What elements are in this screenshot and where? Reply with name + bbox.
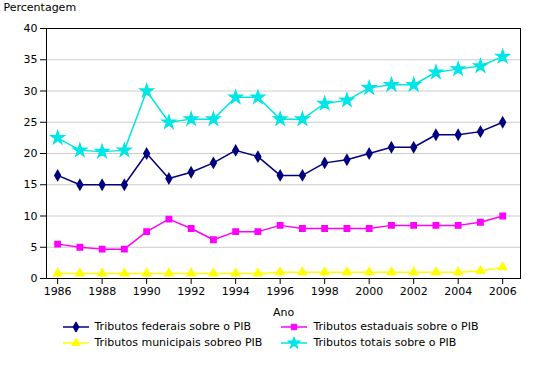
html-text:Tributos totais sobre o PIB: Tributos totais sobre o PIB bbox=[313, 336, 457, 349]
svg-text:1990: 1990 bbox=[133, 285, 161, 298]
html-text:Tributos estaduais sobre o PIB: Tributos estaduais sobre o PIB bbox=[313, 320, 479, 333]
svg-text:Percentagem: Percentagem bbox=[4, 1, 77, 14]
svg-text:1992: 1992 bbox=[177, 285, 205, 298]
svg-text:30: 30 bbox=[24, 85, 38, 98]
svg-text:10: 10 bbox=[24, 210, 38, 223]
svg-text:Ano: Ano bbox=[273, 306, 294, 319]
svg-text:35: 35 bbox=[24, 53, 38, 66]
svg-text:2004: 2004 bbox=[444, 285, 472, 298]
svg-text:25: 25 bbox=[24, 116, 38, 129]
svg-text:5: 5 bbox=[31, 241, 38, 254]
html-text:Tributos municipais sobreo PIB: Tributos municipais sobreo PIB bbox=[94, 336, 263, 349]
svg-text:0: 0 bbox=[31, 272, 38, 285]
svg-text:2002: 2002 bbox=[400, 285, 428, 298]
svg-text:1996: 1996 bbox=[266, 285, 294, 298]
svg-text:20: 20 bbox=[24, 147, 38, 160]
html-text:Tributos federais sobre o PIB: Tributos federais sobre o PIB bbox=[94, 320, 251, 333]
svg-text:2000: 2000 bbox=[355, 285, 383, 298]
svg-text:2006: 2006 bbox=[489, 285, 517, 298]
svg-text:15: 15 bbox=[24, 178, 38, 191]
svg-text:1986: 1986 bbox=[44, 285, 72, 298]
svg-text:1994: 1994 bbox=[222, 285, 250, 298]
svg-text:40: 40 bbox=[24, 22, 38, 35]
svg-text:1998: 1998 bbox=[311, 285, 339, 298]
svg-text:1988: 1988 bbox=[88, 285, 116, 298]
